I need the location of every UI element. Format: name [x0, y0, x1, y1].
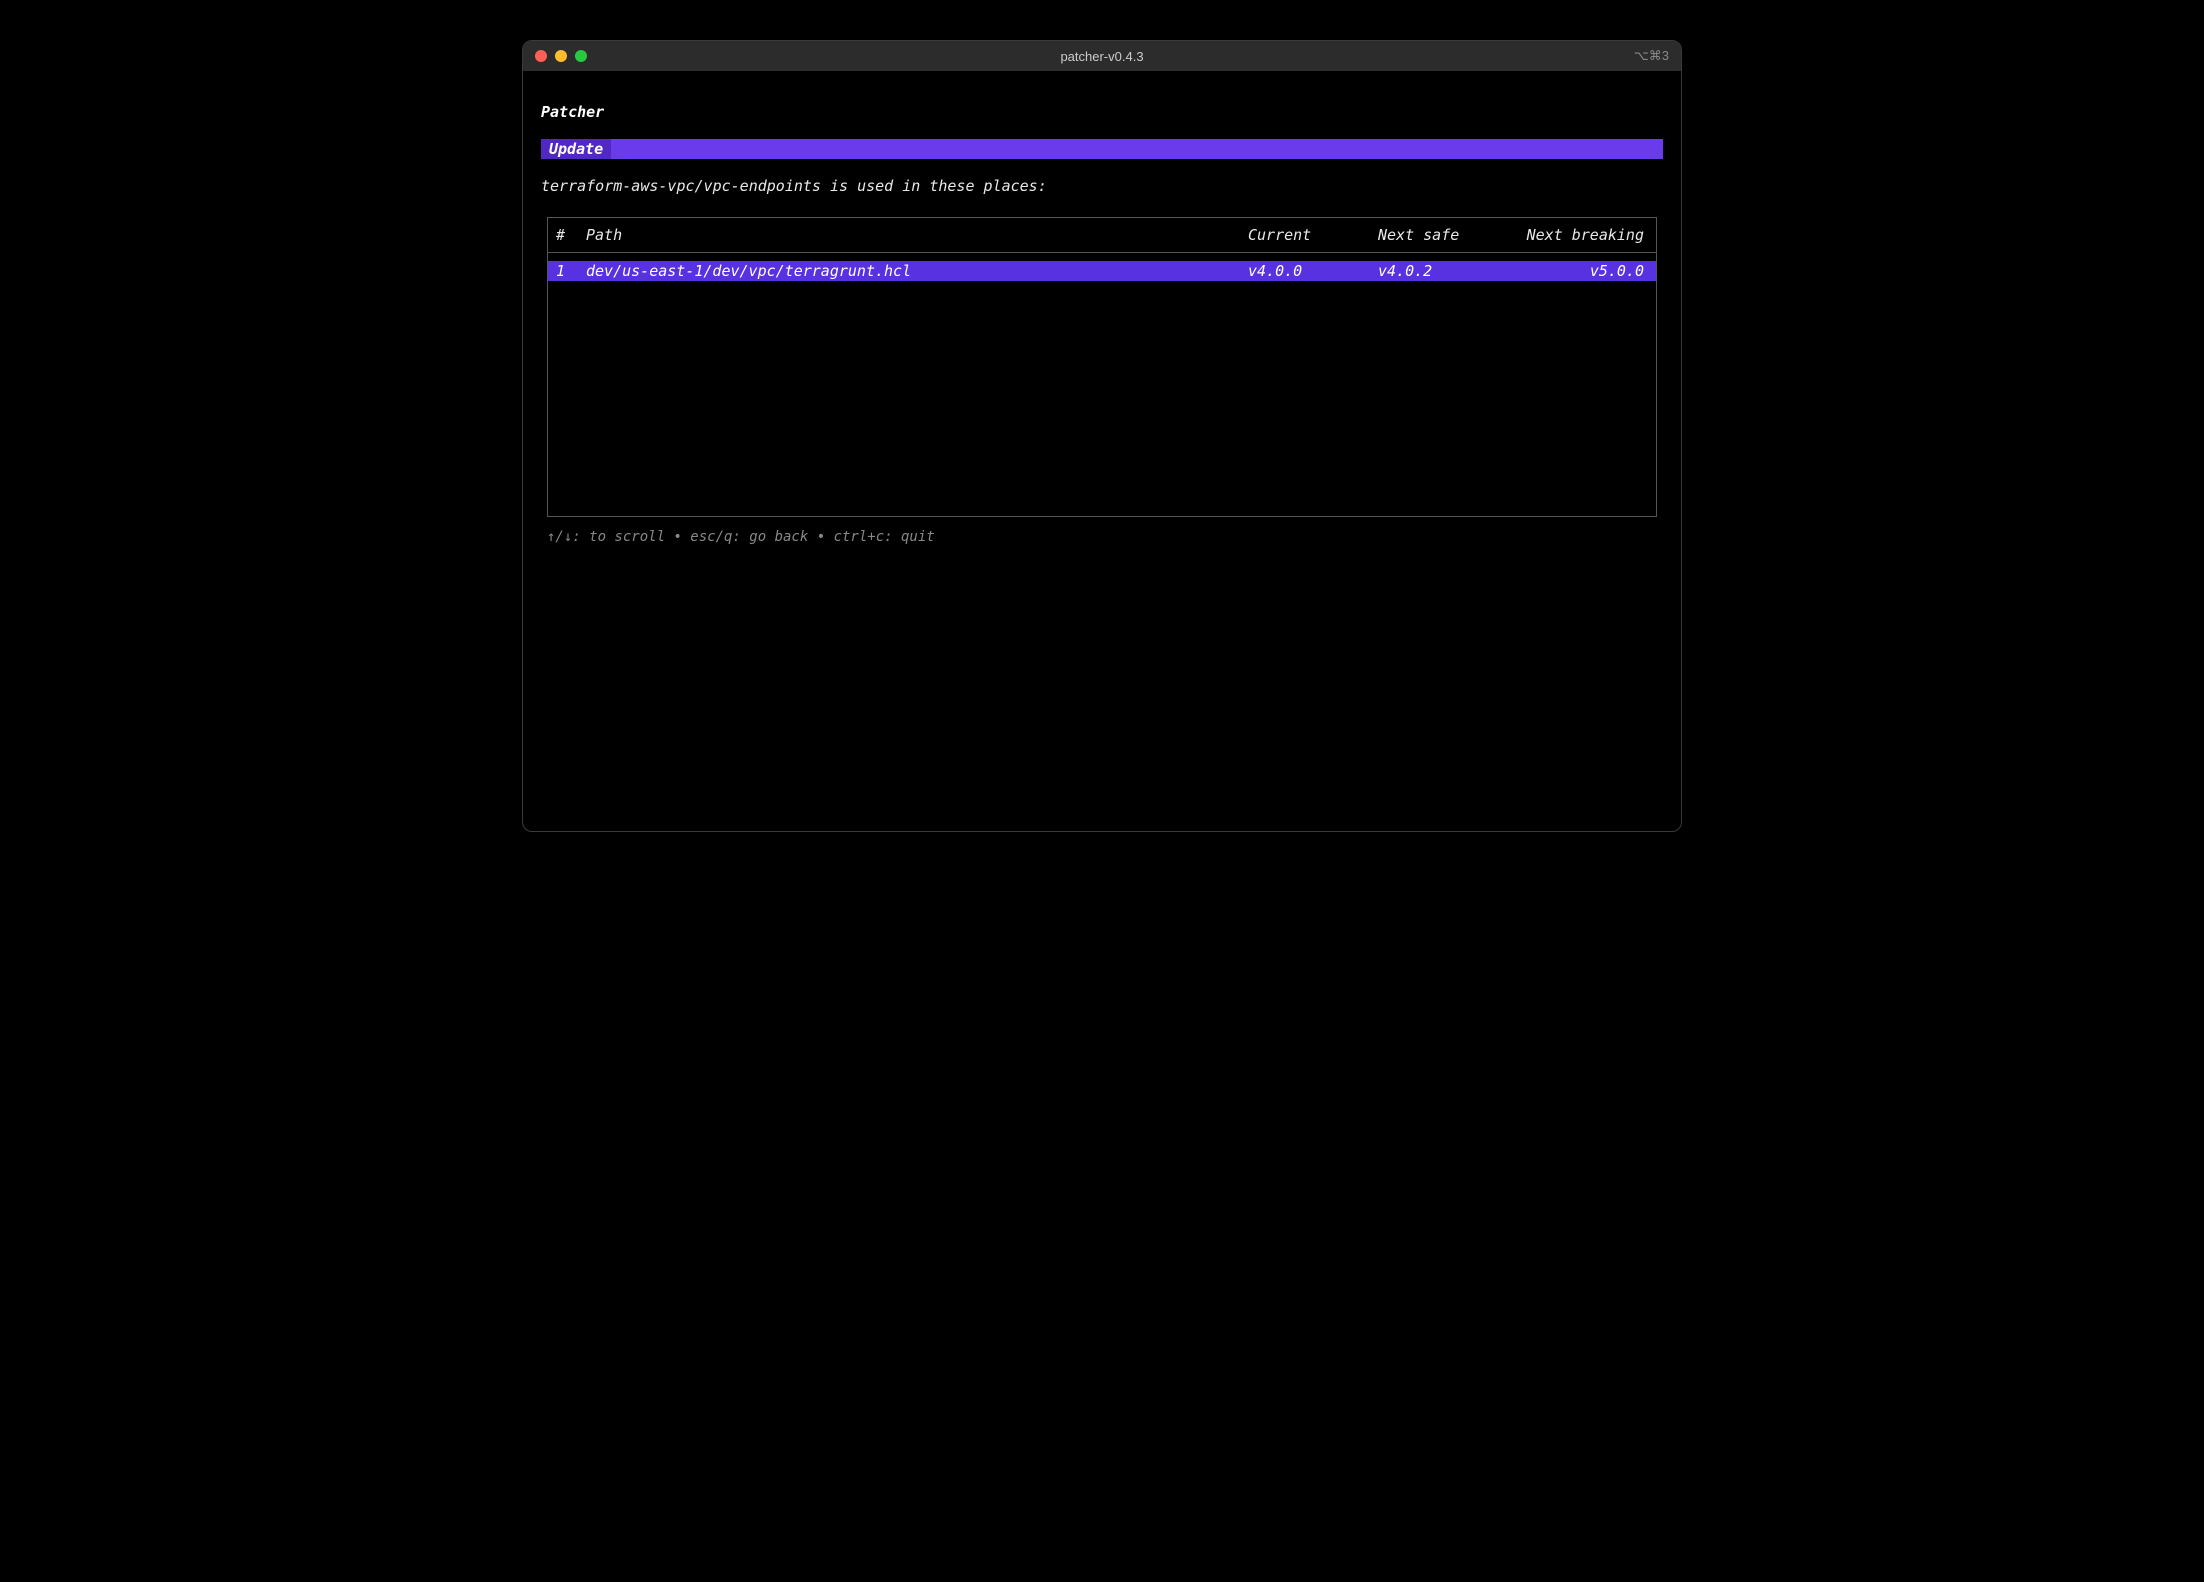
titlebar: patcher-v0.4.3 ⌥⌘3: [523, 41, 1681, 71]
col-header-nextsafe: Next safe: [1378, 226, 1508, 244]
row-nextbreak: v5.0.0: [1508, 262, 1648, 280]
traffic-lights: [535, 50, 587, 62]
keyboard-hints: ↑/↓: to scroll • esc/q: go back • ctrl+c…: [541, 529, 1663, 545]
row-path: dev/us-east-1/dev/vpc/terragrunt.hcl: [586, 262, 1248, 280]
mode-bar: Update: [541, 139, 1663, 159]
col-header-num: #: [556, 226, 586, 244]
minimize-button[interactable]: [555, 50, 567, 62]
table-body: 1 dev/us-east-1/dev/vpc/terragrunt.hcl v…: [548, 253, 1656, 281]
maximize-button[interactable]: [575, 50, 587, 62]
col-header-path: Path: [586, 226, 1248, 244]
row-nextsafe: v4.0.2: [1378, 262, 1508, 280]
table-header: # Path Current Next safe Next breaking: [548, 218, 1656, 253]
terminal-window: patcher-v0.4.3 ⌥⌘3 Patcher Update terraf…: [522, 40, 1682, 832]
titlebar-shortcut: ⌥⌘3: [1634, 48, 1669, 64]
window-title: patcher-v0.4.3: [1060, 49, 1143, 64]
col-header-current: Current: [1248, 226, 1378, 244]
table-row[interactable]: 1 dev/us-east-1/dev/vpc/terragrunt.hcl v…: [548, 261, 1656, 281]
row-num: 1: [556, 262, 586, 280]
close-button[interactable]: [535, 50, 547, 62]
terminal-content: Patcher Update terraform-aws-vpc/vpc-end…: [523, 71, 1681, 831]
row-current: v4.0.0: [1248, 262, 1378, 280]
usage-table: # Path Current Next safe Next breaking 1…: [547, 217, 1657, 517]
app-title: Patcher: [541, 103, 1663, 121]
module-description: terraform-aws-vpc/vpc-endpoints is used …: [541, 177, 1663, 195]
col-header-nextbreak: Next breaking: [1508, 226, 1648, 244]
mode-label: Update: [541, 139, 611, 159]
